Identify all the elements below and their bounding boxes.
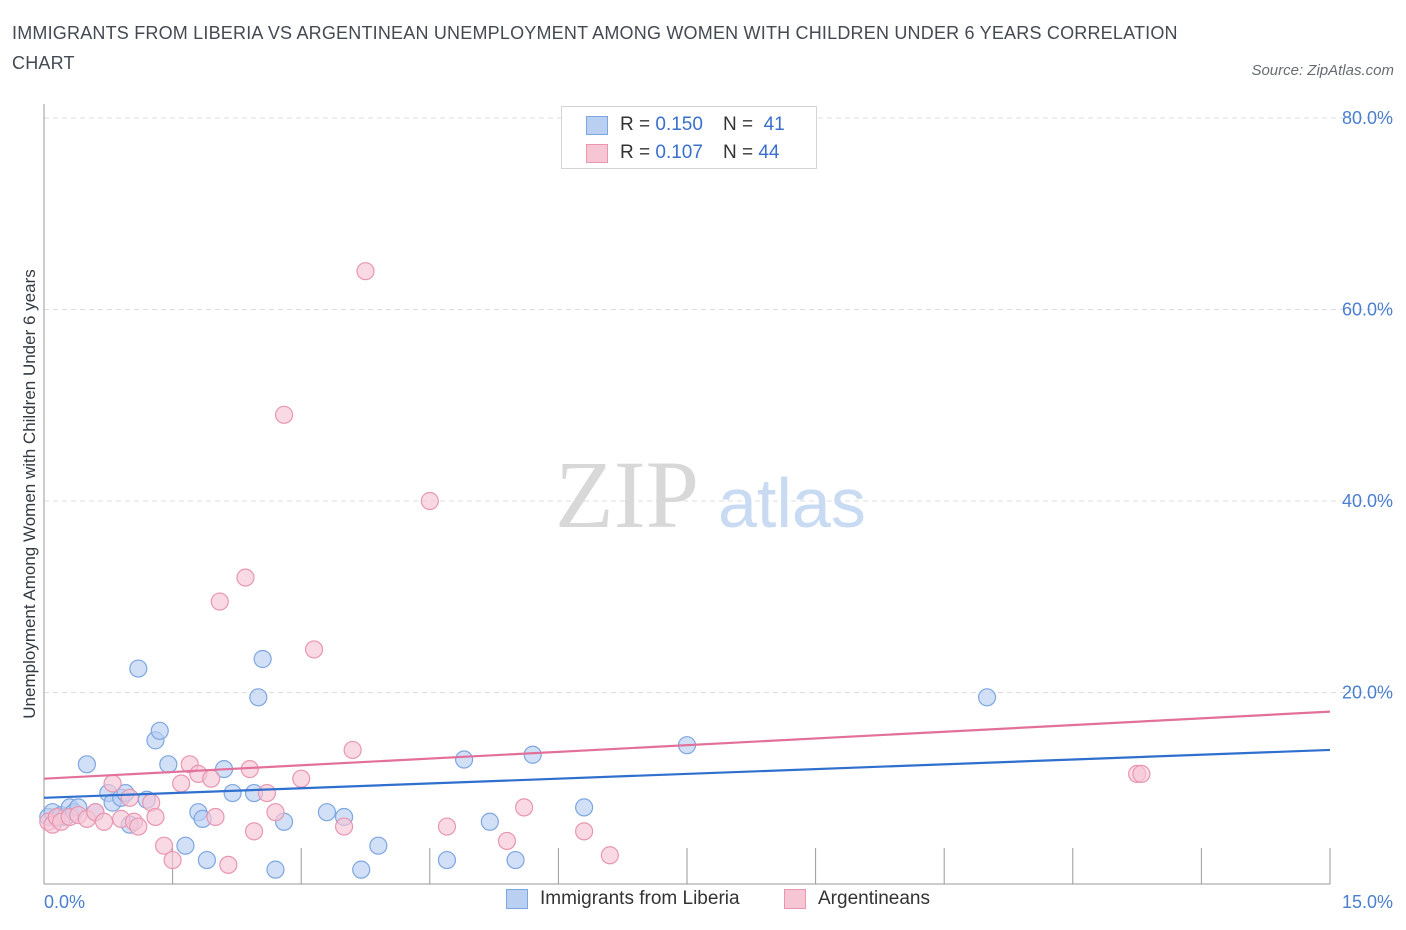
- y-tick-label: 80.0%: [1342, 108, 1393, 128]
- point-liberia: [480, 812, 499, 831]
- legend-swatch-blue: [586, 115, 608, 135]
- point-liberia: [317, 803, 337, 822]
- legend-r-label: R =: [620, 114, 651, 135]
- point-argentinean: [292, 769, 311, 788]
- point-argentinean: [600, 846, 619, 865]
- point-liberia: [437, 850, 457, 870]
- legend-swatch-blue: [506, 889, 528, 909]
- point-argentinean: [343, 740, 362, 760]
- point-argentinean: [257, 783, 277, 803]
- point-argentinean: [202, 769, 221, 788]
- point-liberia: [253, 649, 272, 669]
- trend-line-liberia: [43, 748, 1331, 799]
- trend-line-argentinean: [43, 710, 1331, 780]
- x-axis-ticks: [172, 848, 1331, 884]
- point-argentinean: [497, 831, 517, 851]
- watermark-zip: ZIP: [555, 441, 699, 548]
- point-argentinean: [129, 817, 148, 836]
- point-argentinean: [515, 798, 534, 817]
- gridlines: [44, 117, 1395, 693]
- point-liberia: [150, 721, 169, 740]
- point-liberia: [176, 836, 195, 855]
- legend-item-argentineans: Argentineans: [784, 888, 930, 910]
- data-points: [39, 262, 1151, 879]
- point-argentinean: [163, 850, 182, 870]
- legend-n-label: N =: [722, 114, 754, 135]
- point-liberia: [159, 755, 178, 774]
- x-tick-label-max: 15.0%: [1342, 892, 1393, 912]
- legend-n-value: 41: [763, 114, 785, 135]
- y-tick-labels: 20.0% 40.0% 60.0% 80.0%: [1342, 108, 1393, 703]
- watermark-atlas: atlas: [718, 464, 866, 542]
- point-argentinean: [210, 592, 229, 611]
- legend-n-label: N =: [722, 142, 754, 163]
- point-argentinean: [206, 807, 225, 827]
- point-argentinean: [236, 568, 255, 587]
- legend-r-label: R =: [620, 142, 651, 163]
- legend-label-argentineans: Argentineans: [818, 888, 930, 909]
- point-argentinean: [575, 822, 594, 841]
- y-axis-label: Unemployment Among Women with Children U…: [20, 269, 39, 718]
- point-argentinean: [146, 807, 165, 827]
- point-argentinean: [219, 855, 238, 874]
- point-liberia: [575, 798, 594, 817]
- point-liberia: [197, 850, 216, 870]
- series-legend: Immigrants from Liberia Argentineans: [0, 888, 1406, 916]
- x-tick-label-min: 0.0%: [44, 892, 85, 912]
- point-argentinean: [356, 262, 375, 281]
- point-argentinean: [120, 788, 139, 807]
- legend-r-value: 0.107: [655, 142, 703, 163]
- point-argentinean: [94, 812, 114, 831]
- point-liberia: [369, 836, 388, 855]
- chart-title: IMMIGRANTS FROM LIBERIA VS ARGENTINEAN U…: [12, 23, 1178, 73]
- point-argentinean: [304, 640, 324, 659]
- y-tick-label: 20.0%: [1342, 683, 1393, 703]
- point-liberia: [249, 688, 268, 707]
- point-argentinean: [266, 803, 285, 822]
- point-liberia: [977, 688, 997, 707]
- stats-legend: R = 0.150 N = 41 R = 0.107 N = 44: [561, 106, 817, 169]
- point-liberia: [266, 860, 285, 879]
- point-argentinean: [420, 491, 439, 511]
- source-credit: Source: ZipAtlas.com: [1251, 62, 1394, 79]
- legend-swatch-pink: [784, 889, 806, 909]
- legend-label-liberia: Immigrants from Liberia: [540, 888, 740, 909]
- y-tick-label: 40.0%: [1342, 491, 1393, 511]
- point-argentinean: [172, 774, 191, 793]
- legend-swatch-pink: [586, 143, 608, 163]
- point-argentinean: [103, 774, 122, 793]
- legend-row-argentineans: R = 0.107 N = 44: [586, 140, 779, 166]
- point-argentinean: [154, 836, 174, 855]
- point-liberia: [352, 860, 371, 879]
- point-liberia: [506, 850, 525, 870]
- point-liberia: [77, 755, 96, 774]
- point-liberia: [223, 783, 242, 803]
- point-liberia: [454, 750, 474, 769]
- legend-row-liberia: R = 0.150 N = 41: [586, 112, 785, 138]
- point-argentinean: [274, 405, 294, 424]
- trend-lines: [43, 710, 1331, 799]
- legend-item-liberia: Immigrants from Liberia: [506, 888, 740, 910]
- point-liberia: [129, 659, 148, 678]
- point-argentinean: [244, 822, 264, 841]
- point-argentinean: [437, 817, 457, 836]
- legend-r-value: 0.150: [655, 114, 703, 135]
- point-argentinean: [334, 817, 354, 836]
- point-liberia: [523, 745, 542, 764]
- y-tick-label: 60.0%: [1342, 300, 1393, 320]
- point-argentinean: [1132, 764, 1151, 783]
- legend-n-value: 44: [758, 142, 780, 163]
